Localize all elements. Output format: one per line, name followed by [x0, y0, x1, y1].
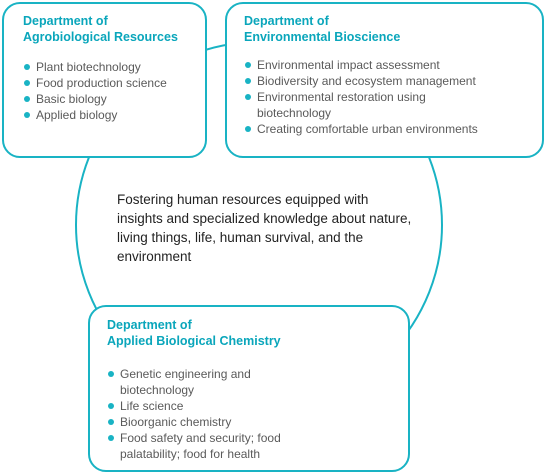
center-mission-text: Fostering human resources equipped with … [117, 192, 412, 264]
list-item: Genetic engineering and biotechnology [107, 366, 295, 398]
list-item: Plant biotechnology [23, 59, 195, 75]
department-title-line: Department of [23, 14, 108, 28]
department-list: Genetic engineering and biotechnology Li… [107, 366, 398, 462]
list-item: Life science [107, 398, 398, 414]
department-title-line: Agrobiological Resources [23, 30, 178, 44]
list-item: Bioorganic chemistry [107, 414, 398, 430]
list-item: Food production science [23, 75, 195, 91]
list-item: Applied biology [23, 107, 195, 123]
department-box-applied-biological-chemistry: Department of Applied Biological Chemist… [88, 305, 410, 472]
department-title: Department of Agrobiological Resources [23, 13, 195, 45]
department-list: Environmental impact assessment Biodiver… [244, 57, 532, 137]
list-item: Environmental restoration using biotechn… [244, 89, 472, 121]
list-item: Creating comfortable urban environments [244, 121, 532, 137]
department-title-line: Environmental Bioscience [244, 30, 401, 44]
department-title-line: Department of [107, 318, 192, 332]
list-item: Biodiversity and ecosystem management [244, 73, 532, 89]
department-box-environmental-bioscience: Department of Environmental Bioscience E… [225, 2, 544, 158]
list-item: Basic biology [23, 91, 195, 107]
department-list: Plant biotechnology Food production scie… [23, 59, 195, 123]
department-box-agrobiological-resources: Department of Agrobiological Resources P… [2, 2, 207, 158]
department-title-line: Department of [244, 14, 329, 28]
department-title: Department of Environmental Bioscience [244, 13, 532, 45]
list-item: Food safety and security; food palatabil… [107, 430, 315, 462]
department-title-line: Applied Biological Chemistry [107, 334, 281, 348]
department-title: Department of Applied Biological Chemist… [107, 317, 398, 349]
list-item: Environmental impact assessment [244, 57, 532, 73]
